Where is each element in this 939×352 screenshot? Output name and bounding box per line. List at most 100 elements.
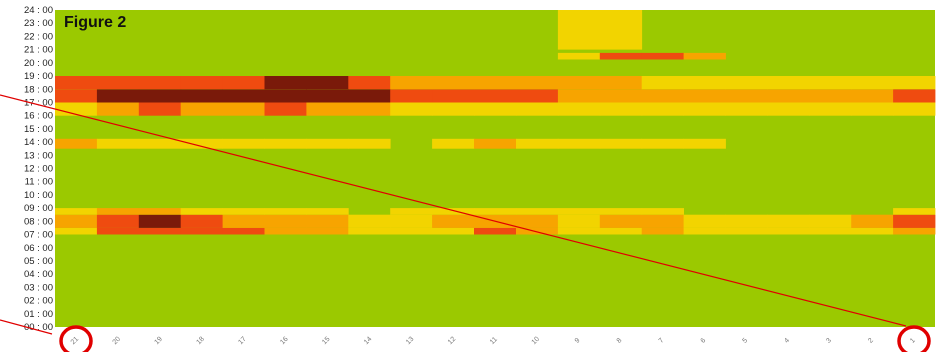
heatmap-cell <box>809 102 852 116</box>
heatmap-cell <box>809 227 852 235</box>
heatmap-cell <box>725 214 768 228</box>
heatmap-cell <box>683 89 726 103</box>
heatmap-cell <box>180 208 223 215</box>
heatmap-cell <box>348 76 391 90</box>
heatmap-cell <box>725 89 768 103</box>
highlight-circle <box>897 325 931 352</box>
heatmap-cell <box>306 214 349 228</box>
y-tick-label: 05 : 00 <box>24 256 53 267</box>
heatmap-cell <box>725 227 768 235</box>
heatmap-cell <box>306 76 349 90</box>
heatmap-cell <box>432 214 475 228</box>
x-tick-label: 6 <box>700 337 708 345</box>
heatmap-cell <box>767 89 810 103</box>
heatmap-cell <box>809 89 852 103</box>
heatmap-cell <box>893 214 936 228</box>
heatmap-cell <box>222 138 265 149</box>
heatmap-cell <box>180 214 223 228</box>
heatmap-cell <box>516 76 559 90</box>
heatmap-cell <box>138 138 182 149</box>
heatmap-cell <box>390 102 433 116</box>
heatmap-cell <box>683 102 726 116</box>
heatmap-cell <box>432 76 475 90</box>
x-tick-label: 3 <box>825 337 833 345</box>
heatmap-cell <box>264 76 307 90</box>
x-axis-labels: 21 20 19 18 17 16 15 14 13 12 11 10 9 8 7 6 5 4 3 2 1 <box>70 336 917 347</box>
x-tick-label: 4 <box>783 337 791 345</box>
x-tick-label: 11 <box>489 336 499 346</box>
x-tick-label: 8 <box>616 337 624 345</box>
y-tick-label: 24 : 00 <box>24 5 53 16</box>
heatmap-cell <box>641 76 684 90</box>
x-tick-label: 12 <box>447 336 458 347</box>
heatmap-cell <box>516 214 559 228</box>
heatmap-cell <box>767 76 810 90</box>
x-tick-label: 19 <box>154 336 165 347</box>
heatmap-cell <box>96 102 140 116</box>
heatmap-cell <box>851 76 894 90</box>
heatmap-cell <box>599 208 643 215</box>
x-tick-label: 20 <box>112 336 123 347</box>
y-tick-label: 03 : 00 <box>24 282 53 293</box>
y-tick-label: 08 : 00 <box>24 216 53 227</box>
y-tick-label: 20 : 00 <box>24 58 53 69</box>
heatmap-cell <box>432 138 475 149</box>
heatmap-cell <box>851 89 894 103</box>
heatmap-cell <box>138 214 182 228</box>
x-tick-label: 13 <box>405 336 416 347</box>
heatmap-cell <box>138 227 182 235</box>
heatmap-cell <box>851 227 894 235</box>
heatmap-cell <box>599 89 643 103</box>
heatmap-cell <box>222 208 265 215</box>
heatmap-cell <box>180 138 223 149</box>
heatmap-cell <box>683 52 726 60</box>
heatmap-cell <box>306 227 349 235</box>
heatmap-cell <box>516 138 559 149</box>
heatmap-cell <box>432 102 475 116</box>
heatmap-cell <box>474 89 517 103</box>
x-tick-label: 7 <box>658 337 666 345</box>
heatmap-cell <box>516 89 559 103</box>
heatmap-cell <box>55 227 98 235</box>
highlight-circle <box>59 325 93 352</box>
heatmap-cell <box>474 102 517 116</box>
heatmap-cell <box>851 214 894 228</box>
y-tick-label: 22 : 00 <box>24 31 53 42</box>
heatmap-cell <box>557 10 601 50</box>
heatmap-cell <box>683 138 726 149</box>
heatmap-cell <box>641 214 684 228</box>
heatmap-cell <box>138 208 182 215</box>
heatmap-cell <box>138 76 182 90</box>
heatmap-cell <box>264 227 307 235</box>
heatmap-cell <box>180 89 223 103</box>
heatmap-cell <box>851 102 894 116</box>
x-tick-label: 1 <box>909 337 917 345</box>
y-tick-label: 21 : 00 <box>24 45 53 56</box>
heatmap-cell <box>641 208 684 215</box>
heatmap-cell <box>516 102 559 116</box>
heatmap-cell <box>264 214 307 228</box>
y-tick-label: 04 : 00 <box>24 269 53 280</box>
heatmap-cell <box>180 102 223 116</box>
heatmap-cell <box>599 138 643 149</box>
heatmap-cell <box>390 214 433 228</box>
heatmap-cell <box>599 214 643 228</box>
heatmap-cell <box>893 208 936 215</box>
heatmap-cell <box>432 227 475 235</box>
y-tick-label: 18 : 00 <box>24 84 53 95</box>
heatmap-cell <box>557 102 601 116</box>
annotation-line <box>0 94 907 327</box>
heatmap-cell <box>264 89 307 103</box>
heatmap-cell <box>474 76 517 90</box>
y-tick-label: 14 : 00 <box>24 137 53 148</box>
heatmap-cell <box>348 227 391 235</box>
y-tick-label: 19 : 00 <box>24 71 53 82</box>
heatmap-cell <box>55 89 98 103</box>
heatmap-cell <box>222 227 265 235</box>
heatmap-cell <box>557 76 601 90</box>
y-tick-label: 17 : 00 <box>24 98 53 109</box>
y-tick-label: 13 : 00 <box>24 150 53 161</box>
heatmap-cell <box>348 138 391 149</box>
y-tick-label: 01 : 00 <box>24 309 53 320</box>
